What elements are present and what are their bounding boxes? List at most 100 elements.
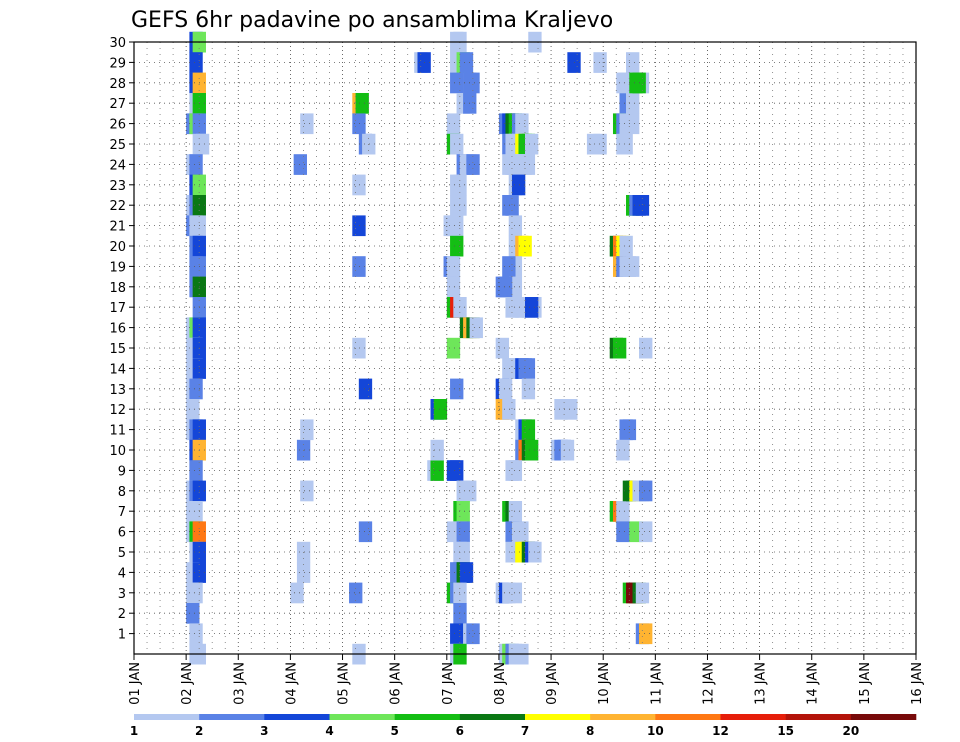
x-tick-label: 09 JAN: [545, 662, 560, 705]
heatmap-cell: [639, 623, 653, 645]
heatmap-cell: [521, 358, 536, 379]
heatmap-cell: [505, 195, 519, 216]
y-tick-label: 14: [109, 362, 126, 377]
heatmap-cell: [521, 378, 536, 400]
heatmap-cell: [616, 439, 630, 461]
x-tick-label: 15 JAN: [858, 662, 873, 705]
heatmap-cell: [619, 235, 633, 257]
y-tick-label: 12: [109, 403, 126, 418]
y-tick-label: 29: [109, 56, 126, 71]
heatmap-cell: [525, 297, 539, 318]
heatmap-cell: [626, 256, 640, 277]
heatmap-cell: [495, 337, 510, 359]
y-tick-label: 21: [109, 220, 126, 235]
heatmap-cell: [450, 72, 464, 94]
heatmap-cell: [352, 113, 366, 135]
heatmap-cell: [508, 501, 523, 522]
x-tick-label: 11 JAN: [649, 662, 664, 705]
heatmap-cell: [639, 480, 653, 502]
y-tick-label: 18: [109, 281, 126, 296]
heatmap-cell: [450, 623, 464, 645]
heatmap-cell: [502, 256, 516, 277]
x-tick-label: 13 JAN: [754, 662, 769, 705]
y-tick-label: 4: [118, 566, 126, 581]
colorbar-swatch: [329, 714, 395, 720]
x-tick-label: 08 JAN: [493, 662, 508, 705]
heatmap-cell: [469, 317, 483, 339]
colorbar-label: 5: [390, 724, 398, 738]
colorbar-label: 3: [260, 724, 268, 738]
colorbar-swatch: [199, 714, 265, 720]
colorbar-label: 7: [521, 724, 529, 738]
heatmap-cell: [626, 52, 640, 73]
x-tick-label: 12 JAN: [701, 662, 716, 705]
heatmap-cell: [189, 501, 203, 522]
heatmap-cell: [466, 623, 480, 645]
heatmap-cell: [195, 133, 210, 155]
colorbar-label: 8: [586, 724, 594, 738]
y-tick-label: 11: [109, 424, 126, 439]
x-tick-label: 07 JAN: [441, 662, 456, 705]
heatmap-cell: [515, 521, 529, 543]
heatmap-cell: [635, 582, 650, 604]
heatmap-cell: [430, 460, 444, 481]
grid-lines: [134, 41, 916, 654]
y-tick-label: 19: [109, 260, 126, 275]
heatmap-cell: [358, 378, 373, 400]
heatmap-cell: [626, 113, 640, 135]
heatmap-cells: [186, 31, 653, 665]
x-tick-label: 04 JAN: [284, 662, 299, 705]
heatmap-cell: [515, 113, 529, 135]
colorbar-swatch: [459, 714, 526, 720]
colorbar-swatch: [785, 714, 852, 720]
heatmap-cell: [349, 582, 363, 604]
heatmap-cell: [456, 521, 470, 543]
y-tick-label: 17: [109, 301, 126, 316]
x-tick-label: 10 JAN: [597, 662, 612, 705]
x-tick-label: 14 JAN: [806, 662, 821, 705]
heatmap-cell: [189, 378, 203, 400]
colorbar-swatch: [850, 714, 917, 720]
heatmap-cell: [352, 256, 366, 277]
heatmap-cell: [466, 154, 480, 175]
x-axis-tick-labels: 01 JAN 02 JAN 03 JAN 04 JAN 05 JAN 06 JAN 07 J…: [128, 654, 925, 705]
heatmap-cell: [446, 113, 461, 135]
heatmap-cell: [616, 501, 630, 522]
heatmap-cell: [564, 399, 578, 420]
heatmap-cell: [560, 439, 575, 461]
y-tick-label: 16: [109, 322, 126, 337]
heatmap-cell: [450, 460, 464, 481]
colorbar-swatch: [525, 714, 591, 720]
y-tick-label: 30: [109, 36, 126, 51]
heatmap-cell: [446, 337, 461, 359]
heatmap-cell: [358, 521, 373, 543]
heatmap-cell: [459, 52, 474, 73]
heatmap-cell: [508, 215, 523, 237]
y-tick-label: 10: [109, 444, 126, 459]
heatmap-cell: [586, 133, 601, 155]
colorbar-label: 12: [712, 724, 729, 738]
heatmap-cell: [498, 276, 513, 298]
heatmap-cell: [355, 93, 369, 114]
y-tick-label: 15: [109, 342, 126, 357]
heatmap-cell: [189, 623, 203, 645]
y-tick-label: 2: [118, 607, 126, 622]
heatmap-cell: [189, 582, 203, 604]
colorbar-label: 15: [777, 724, 794, 738]
heatmap-cell: [459, 562, 474, 583]
x-tick-label: 05 JAN: [337, 662, 352, 705]
heatmap-cell: [626, 93, 640, 114]
heatmap-cell: [189, 154, 203, 175]
colorbar-swatch: [720, 714, 786, 720]
heatmap-cell: [635, 195, 650, 216]
heatmap-cell: [619, 133, 633, 155]
colorbar-label: 6: [456, 724, 464, 738]
colorbar-label: 10: [647, 724, 664, 738]
heatmap-cell: [296, 562, 311, 583]
heatmap-cell: [189, 52, 203, 73]
chart-title: GEFS 6hr padavine po ansamblima Kraljevo: [131, 8, 613, 33]
y-tick-label: 22: [109, 199, 126, 214]
colorbar-label: 20: [842, 724, 859, 738]
y-tick-label: 28: [109, 77, 126, 92]
y-tick-label: 9: [118, 464, 126, 479]
